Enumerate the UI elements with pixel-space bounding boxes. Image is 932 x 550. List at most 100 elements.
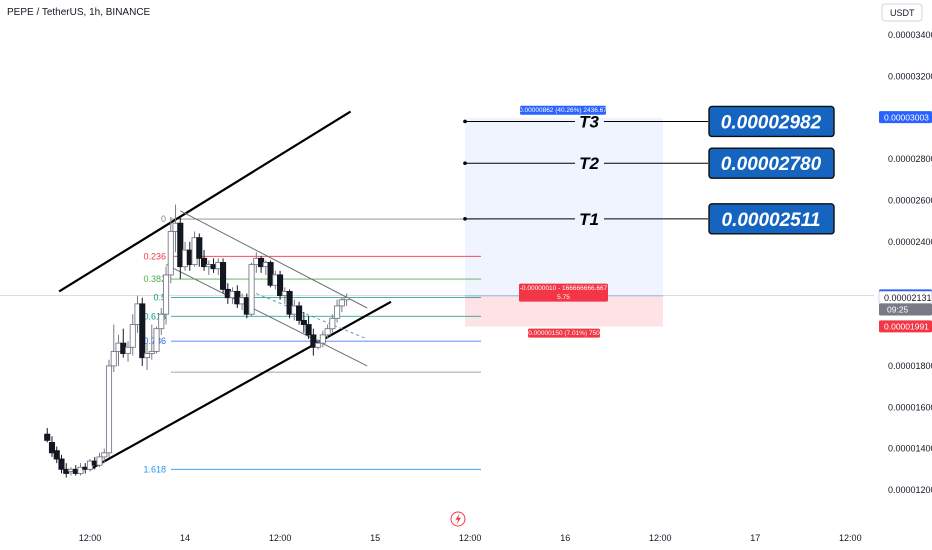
candle-body (319, 334, 326, 344)
price-badge (879, 111, 932, 124)
price-axis-tick: 0.00001400 (888, 444, 932, 454)
time-axis-tick: 12:00 (79, 533, 102, 543)
currency-label: USDT (890, 8, 915, 18)
candle-body (44, 433, 51, 441)
candle-body (300, 319, 307, 325)
price-badge (879, 320, 932, 333)
lightning-icon[interactable] (450, 511, 466, 527)
candle-body (324, 328, 331, 336)
candle-body (48, 441, 56, 454)
candle-body (277, 274, 284, 297)
trendline-down-channel-top[interactable] (180, 210, 368, 309)
fib-level-label: 0 (161, 214, 166, 224)
position-labels: 0.00000862 (40.26%) 2436.67 -0.00000010 -… (519, 105, 608, 338)
time-axis-tick: 12:00 (269, 533, 292, 543)
target-box[interactable] (708, 203, 835, 235)
long-position-tool[interactable] (465, 117, 663, 327)
candle-body (248, 264, 255, 315)
candle-body (96, 456, 103, 466)
target-box[interactable] (708, 105, 835, 138)
position-center-label-bg (519, 283, 608, 302)
price-axis-tick: 0.00001600 (888, 402, 932, 412)
candle-body (343, 297, 350, 301)
candle-body (286, 291, 293, 315)
candle-body (167, 231, 174, 276)
trendline-down-channel-bottom[interactable] (165, 264, 368, 367)
trendline-down-channel-mid[interactable] (256, 293, 368, 340)
fib-level-label: 0.382 (143, 274, 166, 284)
trendline-lower-channel[interactable] (89, 300, 392, 471)
candle-body (158, 313, 165, 330)
candle-body (110, 350, 117, 367)
position-profit-zone[interactable] (465, 117, 663, 296)
fib-level-label: 0.618 (143, 311, 166, 321)
time-axis-tick: 15 (370, 533, 380, 543)
price-axis-tick: 0.00002400 (888, 237, 932, 247)
position-stop-label-bg (528, 328, 600, 338)
target-box[interactable] (708, 147, 835, 179)
candle-body (334, 305, 341, 319)
candle-body (153, 328, 160, 352)
time-axis[interactable]: 12:00 14 12:00 15 12:00 16 12:00 17 12:00 (79, 533, 862, 543)
target-label: T1 (579, 210, 599, 229)
candle-body (329, 317, 336, 330)
price-axis-tick: 0.00003200 (888, 71, 932, 81)
currency-selector[interactable]: USDT (881, 3, 923, 22)
trendlines[interactable] (58, 110, 392, 471)
candle-body (305, 324, 312, 336)
candle-body (124, 346, 132, 354)
position-center-label: 5.75 (557, 294, 570, 301)
target-box-label: 0.00002511 (722, 210, 821, 231)
candle-body (196, 237, 203, 259)
candle-body (53, 450, 60, 460)
position-target-label: 0.00000862 (40.26%) 2436.67 (519, 107, 607, 114)
candle-body (315, 342, 322, 348)
candle-body (129, 324, 136, 348)
price-axis-tick: 0.00002600 (888, 195, 932, 205)
fib-level-label: 1.618 (143, 464, 166, 474)
fib-level-label: 0.236 (143, 251, 166, 261)
candle-body (77, 466, 84, 474)
price-axis-tick: 0.00003400 (888, 30, 932, 40)
price-axis-tick: 0.00001800 (888, 361, 932, 371)
price-badge-label: 0.00001991 (884, 322, 929, 332)
candle-body (296, 305, 303, 321)
price-axis-tick: 0.00001200 (888, 485, 932, 495)
candles (44, 204, 350, 478)
target-anchor-dot (463, 161, 467, 166)
candle-body (338, 299, 345, 307)
target-labels[interactable]: T1 0.00002511 T2 0.00002780 T3 0.00002982 (463, 105, 835, 235)
price-badge-label: 0.00003003 (884, 112, 929, 122)
candle-body (139, 303, 146, 359)
candle-body (162, 274, 170, 315)
candle-body (101, 452, 108, 458)
candle-body (177, 222, 184, 268)
candle-body (143, 353, 151, 359)
candle-body (105, 365, 113, 454)
countdown-badge (879, 303, 932, 316)
candle-body (267, 262, 274, 286)
time-axis-tick: 14 (180, 533, 190, 543)
target-anchor-dot (463, 119, 467, 124)
candle-body (200, 257, 208, 268)
position-center-label: -0.00000010 - 166666666.667 (520, 285, 608, 292)
price-axis[interactable]: 0.00003400 0.00003200 0.00002800 0.00002600… (874, 0, 932, 550)
time-axis-tick: 16 (560, 533, 570, 543)
time-axis-tick: 12:00 (459, 533, 482, 543)
countdown-label: 09:25 (887, 304, 909, 314)
candle-body (148, 350, 155, 354)
trendline-upper-channel[interactable] (58, 110, 352, 293)
chart-title: PEPE / TetherUS, 1h, BINANCE (7, 7, 151, 18)
price-badge-label: 0.00002131 (884, 293, 932, 303)
time-axis-tick: 17 (750, 533, 760, 543)
candle-body (220, 262, 227, 290)
candle-body (58, 458, 65, 470)
price-badges: 0.000030030.000021410.000021310.00001991… (878, 111, 932, 333)
time-axis-tick: 12:00 (649, 533, 672, 543)
target-anchor-dot (463, 217, 467, 221)
target-label: T3 (579, 112, 599, 131)
price-axis-tick: 0.00002800 (888, 154, 932, 164)
time-axis-tick: 12:00 (839, 533, 862, 543)
target-label: T2 (579, 154, 599, 173)
